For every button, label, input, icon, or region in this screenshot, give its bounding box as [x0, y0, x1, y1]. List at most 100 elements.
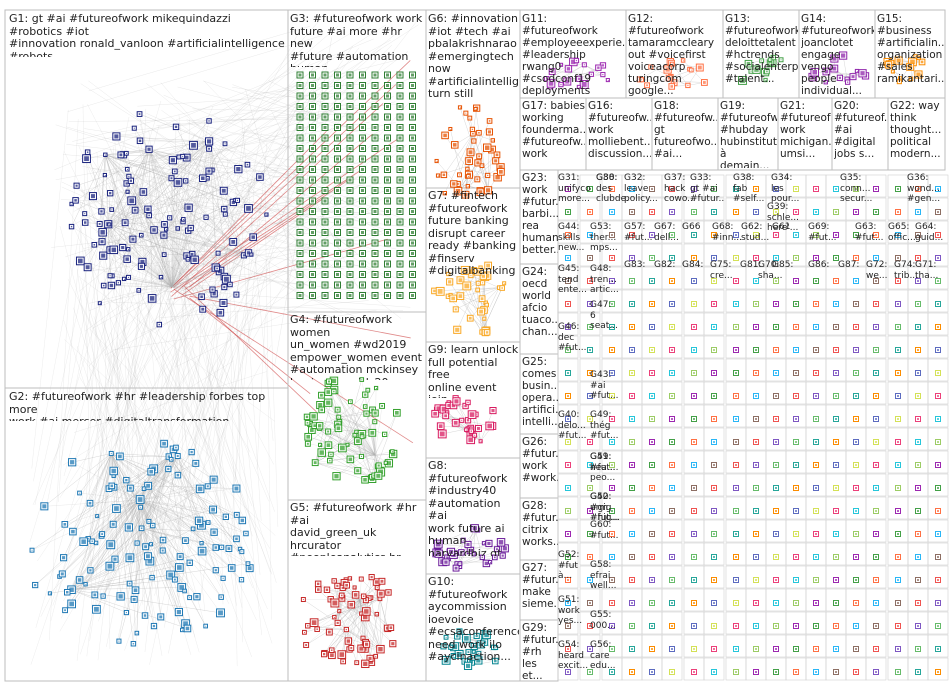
edge	[59, 116, 130, 468]
node-fill	[323, 168, 327, 171]
node-fill	[498, 540, 504, 545]
grid-cell	[579, 657, 601, 681]
edge	[123, 154, 173, 288]
node-fill	[114, 134, 119, 139]
node-fill	[755, 533, 757, 535]
grid-cell	[927, 588, 949, 612]
node-fill	[386, 241, 389, 245]
node-fill	[490, 147, 494, 152]
edge	[134, 128, 173, 288]
group-label-g7: G7: #fintech #futureofwork future bankin…	[428, 190, 517, 277]
edge	[160, 82, 321, 269]
node-fill	[795, 326, 797, 328]
node-fill	[631, 533, 633, 535]
edge	[910, 57, 919, 79]
node-fill	[917, 326, 919, 328]
edge-layer	[29, 20, 923, 667]
node-fill	[411, 178, 414, 182]
node-fill	[323, 294, 327, 297]
node-fill	[489, 562, 491, 564]
edge	[457, 283, 479, 330]
edge	[134, 210, 173, 288]
edge	[108, 224, 195, 261]
edge	[99, 286, 173, 304]
grid-cell	[927, 289, 949, 313]
edge	[139, 499, 171, 576]
node-fill	[361, 147, 364, 150]
group-label-g38: G38: fab #self...	[733, 173, 765, 204]
edge	[71, 455, 178, 605]
node-fill	[246, 163, 249, 166]
node-fill	[323, 199, 327, 203]
node-fill	[651, 556, 653, 558]
grid-cell	[865, 473, 887, 497]
node-fill	[476, 161, 480, 165]
node-fill	[75, 184, 78, 187]
group-label-g57: G57: #fut...	[624, 222, 653, 243]
node-fill	[111, 468, 116, 474]
node-fill	[815, 326, 817, 328]
node-fill	[361, 220, 364, 224]
node-fill	[462, 267, 468, 273]
node-fill	[795, 349, 797, 351]
small-group-grid	[557, 174, 949, 681]
node-fill	[755, 372, 757, 374]
edge	[105, 154, 142, 267]
grid-cell	[579, 611, 601, 635]
grid-cell	[865, 174, 887, 198]
edge	[240, 131, 342, 146]
node-fill	[133, 208, 137, 212]
node-fill	[460, 551, 463, 554]
node-fill	[671, 326, 673, 328]
node-fill	[713, 556, 715, 558]
node-fill	[306, 434, 311, 439]
node-fill	[631, 372, 633, 374]
node-fill	[373, 273, 377, 276]
node-fill	[459, 174, 461, 176]
node-fill	[361, 210, 364, 213]
node-fill	[361, 283, 364, 287]
node-fill	[937, 602, 939, 604]
grid-cell	[661, 197, 683, 221]
node-fill	[176, 455, 179, 458]
edge	[80, 260, 173, 288]
node-fill	[395, 410, 399, 415]
edge	[137, 344, 272, 588]
grid-cell	[579, 335, 601, 359]
grid-cell	[661, 289, 683, 313]
edge	[466, 638, 496, 662]
node-fill	[476, 178, 479, 181]
edge	[178, 119, 190, 598]
node-fill	[411, 147, 414, 150]
node-fill	[235, 293, 238, 296]
edge	[88, 26, 310, 92]
grid-cell	[661, 312, 683, 336]
node-fill	[835, 602, 837, 604]
node-fill	[136, 632, 138, 634]
node-fill	[631, 326, 633, 328]
node-fill	[111, 209, 113, 211]
edge	[136, 528, 142, 634]
edge	[114, 149, 212, 447]
grid-cell	[579, 404, 601, 428]
node-fill	[100, 210, 103, 213]
node-fill	[361, 436, 363, 438]
node-fill	[461, 419, 463, 421]
node-fill	[361, 262, 364, 266]
edge	[111, 453, 202, 526]
group-label-g31: G31: unifyco more...	[558, 173, 591, 204]
node-fill	[835, 579, 837, 581]
edge	[372, 432, 378, 467]
node-fill	[795, 441, 797, 443]
node-fill	[713, 349, 715, 351]
grid-cell	[703, 496, 725, 520]
node-fill	[651, 579, 653, 581]
edge	[91, 278, 126, 525]
node-fill	[835, 395, 837, 397]
node-fill	[349, 578, 351, 580]
node-fill	[875, 349, 877, 351]
node-fill	[70, 460, 75, 465]
node-fill	[376, 587, 378, 589]
node-fill	[713, 372, 715, 374]
node-fill	[775, 487, 777, 489]
